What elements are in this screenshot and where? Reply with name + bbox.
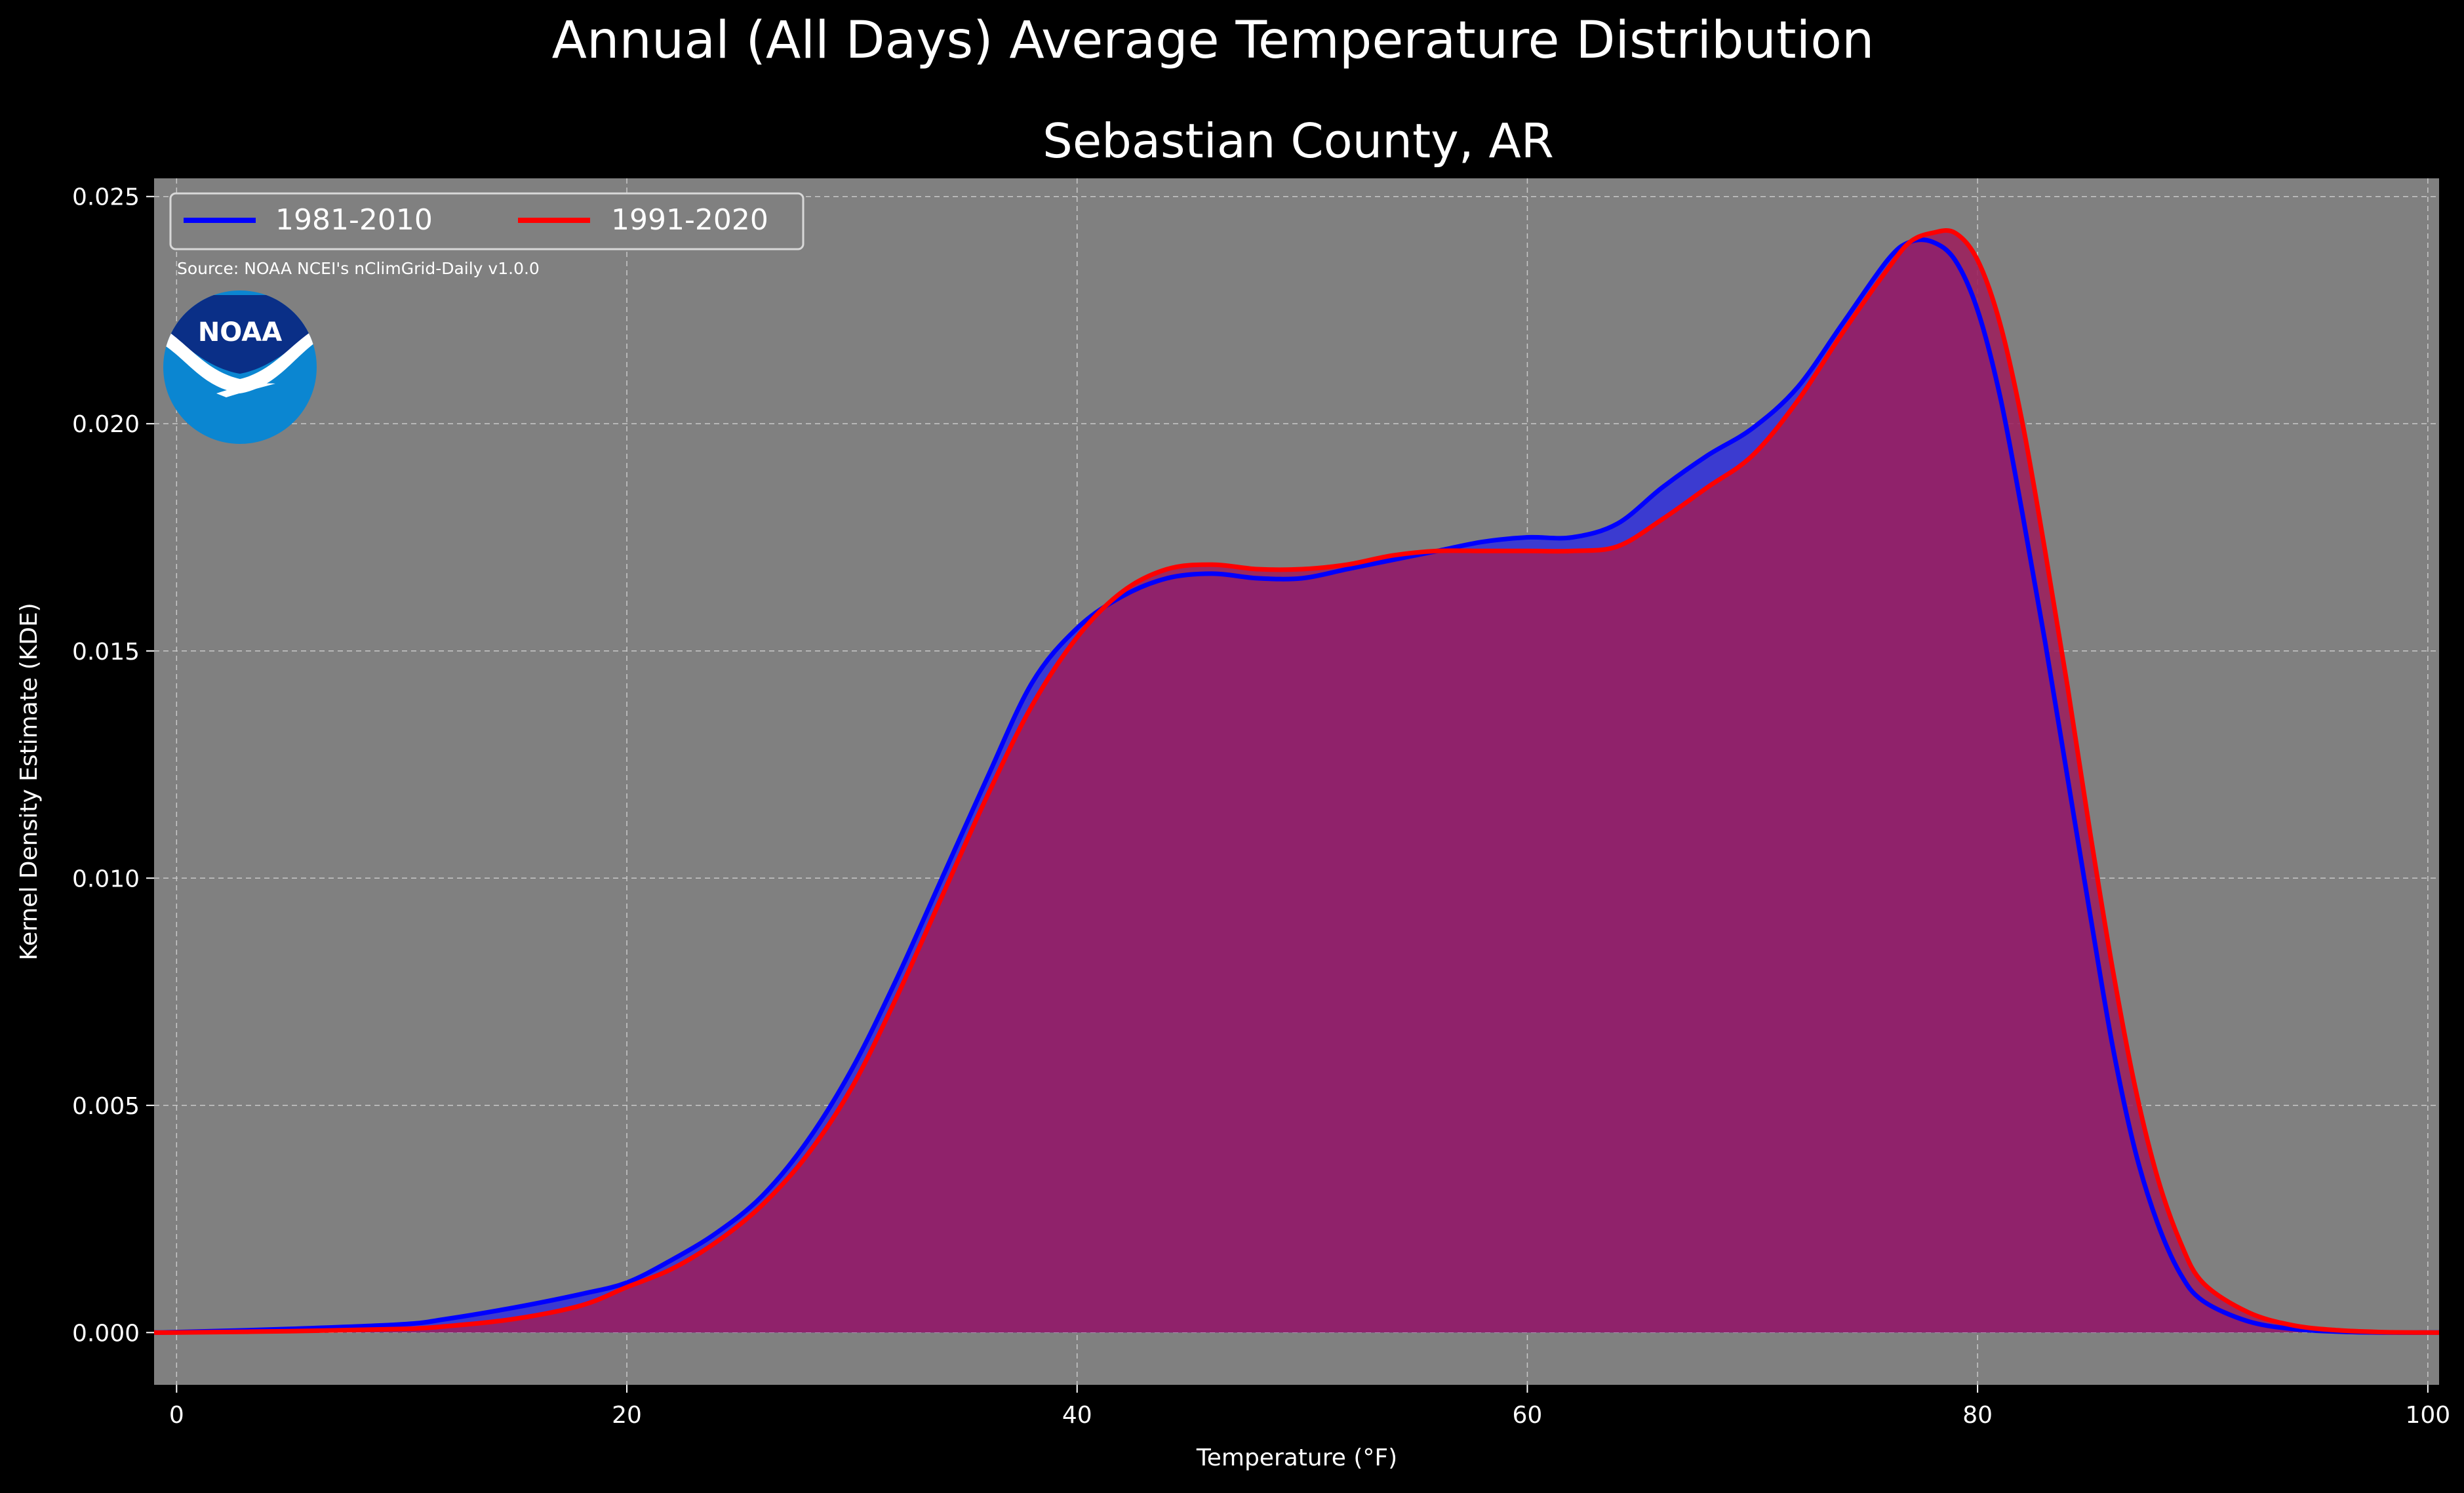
x-tick-label: 20 bbox=[612, 1402, 642, 1429]
series-1981-2010-line bbox=[153, 237, 2439, 1335]
chart-title: Annual (All Days) Average Temperature Di… bbox=[552, 11, 1875, 70]
y-tick-label: 0.005 bbox=[72, 1093, 140, 1120]
y-tick-label: 0.020 bbox=[72, 411, 140, 438]
y-axis-label: Kernel Density Estimate (KDE) bbox=[16, 603, 43, 960]
y-tick-label: 0.010 bbox=[72, 866, 140, 892]
legend: 1981-2010 1991-2020 bbox=[169, 192, 805, 250]
x-axis-ticks: 0 20 40 60 80 100 bbox=[169, 1385, 2450, 1429]
y-tick-label: 0.015 bbox=[72, 639, 140, 666]
x-tick-label: 0 bbox=[169, 1402, 184, 1429]
series-1991-2020-fill bbox=[154, 230, 2439, 1333]
x-tick-label: 40 bbox=[1062, 1402, 1092, 1429]
y-tick-label: 0.025 bbox=[72, 184, 140, 211]
legend-box bbox=[169, 192, 805, 250]
noaa-logo: NOAA bbox=[163, 290, 317, 444]
noaa-logo-text: NOAA bbox=[198, 317, 282, 348]
legend-label-1991-2020: 1991-2020 bbox=[611, 203, 768, 237]
y-axis-ticks: 0.000 0.005 0.010 0.015 0.020 0.025 bbox=[72, 184, 154, 1347]
x-axis-label: Temperature (°F) bbox=[1196, 1444, 1397, 1471]
series-1991-2020-line bbox=[153, 228, 2440, 1335]
legend-label-1981-2010: 1981-2010 bbox=[275, 203, 433, 237]
x-tick-label: 100 bbox=[2405, 1402, 2450, 1429]
x-tick-label: 80 bbox=[1962, 1402, 1993, 1429]
source-note: Source: NOAA NCEI's nClimGrid-Daily v1.0… bbox=[177, 259, 540, 278]
density-areas bbox=[154, 230, 2439, 1333]
y-tick-label: 0.000 bbox=[72, 1320, 140, 1347]
chart-subtitle: Sebastian County, AR bbox=[1043, 113, 1554, 169]
density-lines bbox=[153, 228, 2440, 1335]
x-tick-label: 60 bbox=[1513, 1402, 1543, 1429]
